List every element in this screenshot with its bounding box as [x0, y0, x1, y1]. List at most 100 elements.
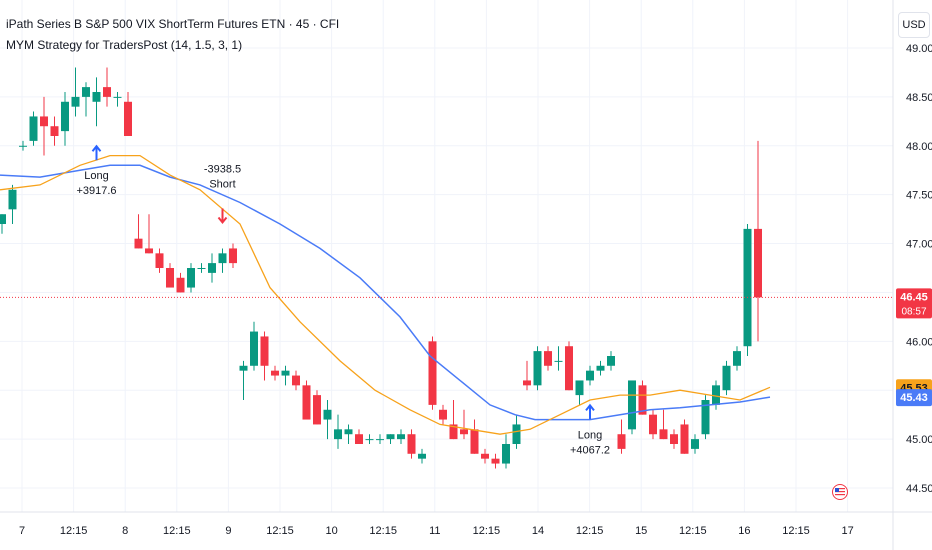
candle-body	[701, 400, 710, 435]
x-tick-label: 12:15	[679, 525, 707, 537]
candle-body	[565, 346, 573, 391]
candle-body	[260, 336, 269, 366]
candle-body	[365, 439, 374, 441]
candle-body	[239, 365, 248, 371]
candle-body	[743, 228, 752, 347]
y-tick-label: 47.00	[906, 239, 932, 251]
candle-body	[50, 126, 59, 136]
candle-body	[449, 424, 458, 440]
long-arrow-head-icon	[585, 403, 595, 411]
y-tick-label: 45.00	[906, 434, 932, 446]
slow-ma-line	[0, 164, 771, 421]
candle-body	[554, 360, 563, 362]
candle-body	[134, 238, 143, 249]
y-tick-label: 48.00	[906, 141, 932, 153]
candle-body	[607, 356, 615, 366]
candle-body	[218, 253, 227, 264]
candle-body	[397, 434, 405, 440]
candle-body	[71, 96, 80, 107]
price-axis-countdown: 08:57	[901, 306, 926, 317]
signal-label: Long	[578, 429, 602, 441]
x-tick-label: 14	[532, 525, 544, 537]
y-tick-label: 49.00	[906, 43, 932, 55]
us-flag-icon	[832, 484, 848, 500]
candle-body	[617, 434, 626, 449]
candle-body	[670, 434, 678, 444]
price-axis-label-bg	[896, 288, 932, 319]
signal-pnl: +4067.2	[570, 444, 610, 456]
price-axis-label: 46.45	[900, 291, 928, 303]
candle-body	[386, 434, 395, 440]
signal-label: Long	[84, 170, 108, 182]
candle-body	[208, 263, 216, 273]
short-arrow-head-icon	[217, 216, 228, 225]
candle-body	[0, 214, 6, 224]
candle-body	[82, 87, 90, 97]
candle-body	[544, 351, 552, 366]
fast-ma-line	[0, 154, 771, 435]
candle-body	[8, 189, 17, 210]
x-tick-label: 16	[738, 525, 750, 537]
candle-body	[680, 424, 689, 454]
candle-body	[575, 380, 584, 396]
x-tick-label: 11	[429, 525, 440, 537]
candle-body	[649, 414, 657, 435]
x-tick-label: 15	[635, 525, 647, 537]
candle-body	[523, 380, 531, 386]
candle-body	[271, 370, 279, 376]
candle-body	[187, 268, 195, 288]
candle-body	[502, 444, 510, 464]
candle-body	[19, 145, 27, 147]
candle-body	[334, 429, 342, 440]
candle-body	[29, 116, 38, 141]
y-tick-label: 47.50	[906, 190, 932, 202]
candle-body	[145, 248, 153, 254]
x-tick-label: 12:15	[782, 525, 810, 537]
candle-body	[586, 370, 594, 381]
candle-body	[712, 385, 720, 405]
price-axis-label-bg	[896, 389, 932, 407]
candle-body	[407, 434, 416, 454]
candle-body	[428, 341, 437, 405]
long-arrow-head-icon	[91, 144, 102, 152]
candle-body	[659, 429, 668, 440]
candle-body	[323, 409, 332, 420]
candle-body	[481, 453, 489, 459]
candle-body	[460, 429, 468, 435]
y-tick-label: 44.50	[906, 483, 932, 495]
price-axis-label: 45.43	[900, 392, 928, 404]
x-tick-label: 8	[122, 525, 128, 537]
x-tick-label: 12:15	[163, 525, 191, 537]
x-tick-label: 17	[841, 525, 853, 537]
candle-body	[155, 253, 164, 268]
y-tick-label: 46.00	[906, 336, 932, 348]
indicator-legend[interactable]: MYM Strategy for TradersPost (14, 1.5, 3…	[6, 38, 243, 52]
candle-body	[92, 92, 101, 102]
candle-body	[376, 439, 384, 441]
x-tick-label: 12:15	[60, 525, 88, 537]
candle-body	[250, 331, 258, 366]
currency-button[interactable]: USD	[898, 12, 930, 38]
x-tick-label: 12:15	[266, 525, 294, 537]
x-tick-label: 10	[325, 525, 337, 537]
candle-body	[418, 453, 426, 459]
candle-body	[40, 116, 48, 127]
x-tick-label: 12:15	[473, 525, 501, 537]
candle-body	[533, 351, 542, 386]
x-tick-label: 9	[225, 525, 231, 537]
x-tick-label: 12:15	[369, 525, 397, 537]
candle-body	[281, 370, 290, 376]
candle-body	[197, 268, 206, 269]
candle-body	[103, 87, 111, 97]
candle-body	[596, 365, 605, 371]
candle-body	[344, 429, 353, 435]
x-tick-label: 7	[19, 525, 25, 537]
candle-body	[691, 439, 699, 449]
candle-body	[124, 101, 132, 136]
candle-body	[355, 434, 363, 444]
signal-label: Short	[209, 178, 235, 190]
candle-body	[229, 248, 237, 264]
candle-body	[61, 101, 69, 132]
candle-body	[733, 351, 741, 366]
